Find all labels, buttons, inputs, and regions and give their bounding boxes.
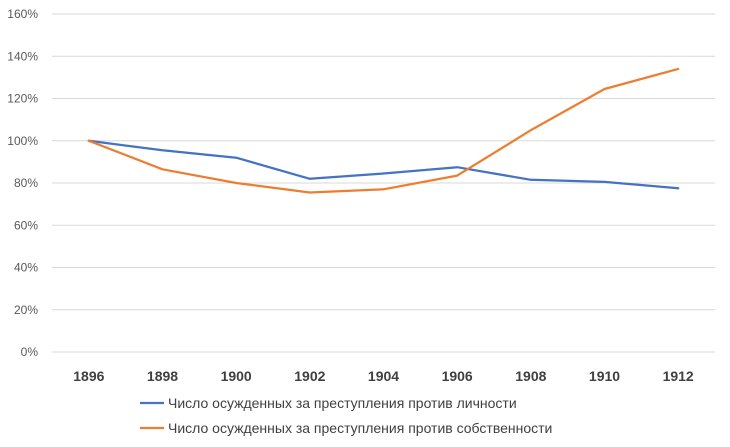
series-lines [87,67,680,194]
y-tick-label: 120% [7,92,38,106]
y-axis-ticks: 0% 20% 40% 60% 80% 100% 120% 140% 160% [7,7,38,359]
x-tick-label: 1896 [73,368,104,384]
x-tick-label: 1912 [663,368,694,384]
y-tick-label: 40% [14,261,38,275]
x-tick-label: 1900 [221,368,252,384]
y-tick-label: 140% [7,49,38,63]
x-tick-label: 1904 [368,368,399,384]
y-tick-label: 60% [14,218,38,232]
x-tick-label: 1908 [515,368,546,384]
legend: Число осужденных за преступления против … [140,395,552,436]
x-tick-label: 1898 [147,368,178,384]
y-tick-label: 0% [21,345,39,359]
x-tick-label: 1910 [589,368,620,384]
x-axis-ticks: 1896 1898 1900 1902 1904 1906 1908 1910 1912 [73,368,694,384]
x-tick-label: 1902 [294,368,325,384]
y-tick-label: 20% [14,303,38,317]
y-tick-label: 160% [7,7,38,21]
legend-label-1: Число осужденных за преступления против … [168,420,552,436]
y-tick-label: 100% [7,134,38,148]
series-line-1 [87,67,680,194]
x-tick-label: 1906 [442,368,473,384]
legend-label-0: Число осужденных за преступления против … [168,395,517,411]
y-tick-label: 80% [14,176,38,190]
gridlines [52,13,715,353]
series-line-0 [87,139,680,190]
